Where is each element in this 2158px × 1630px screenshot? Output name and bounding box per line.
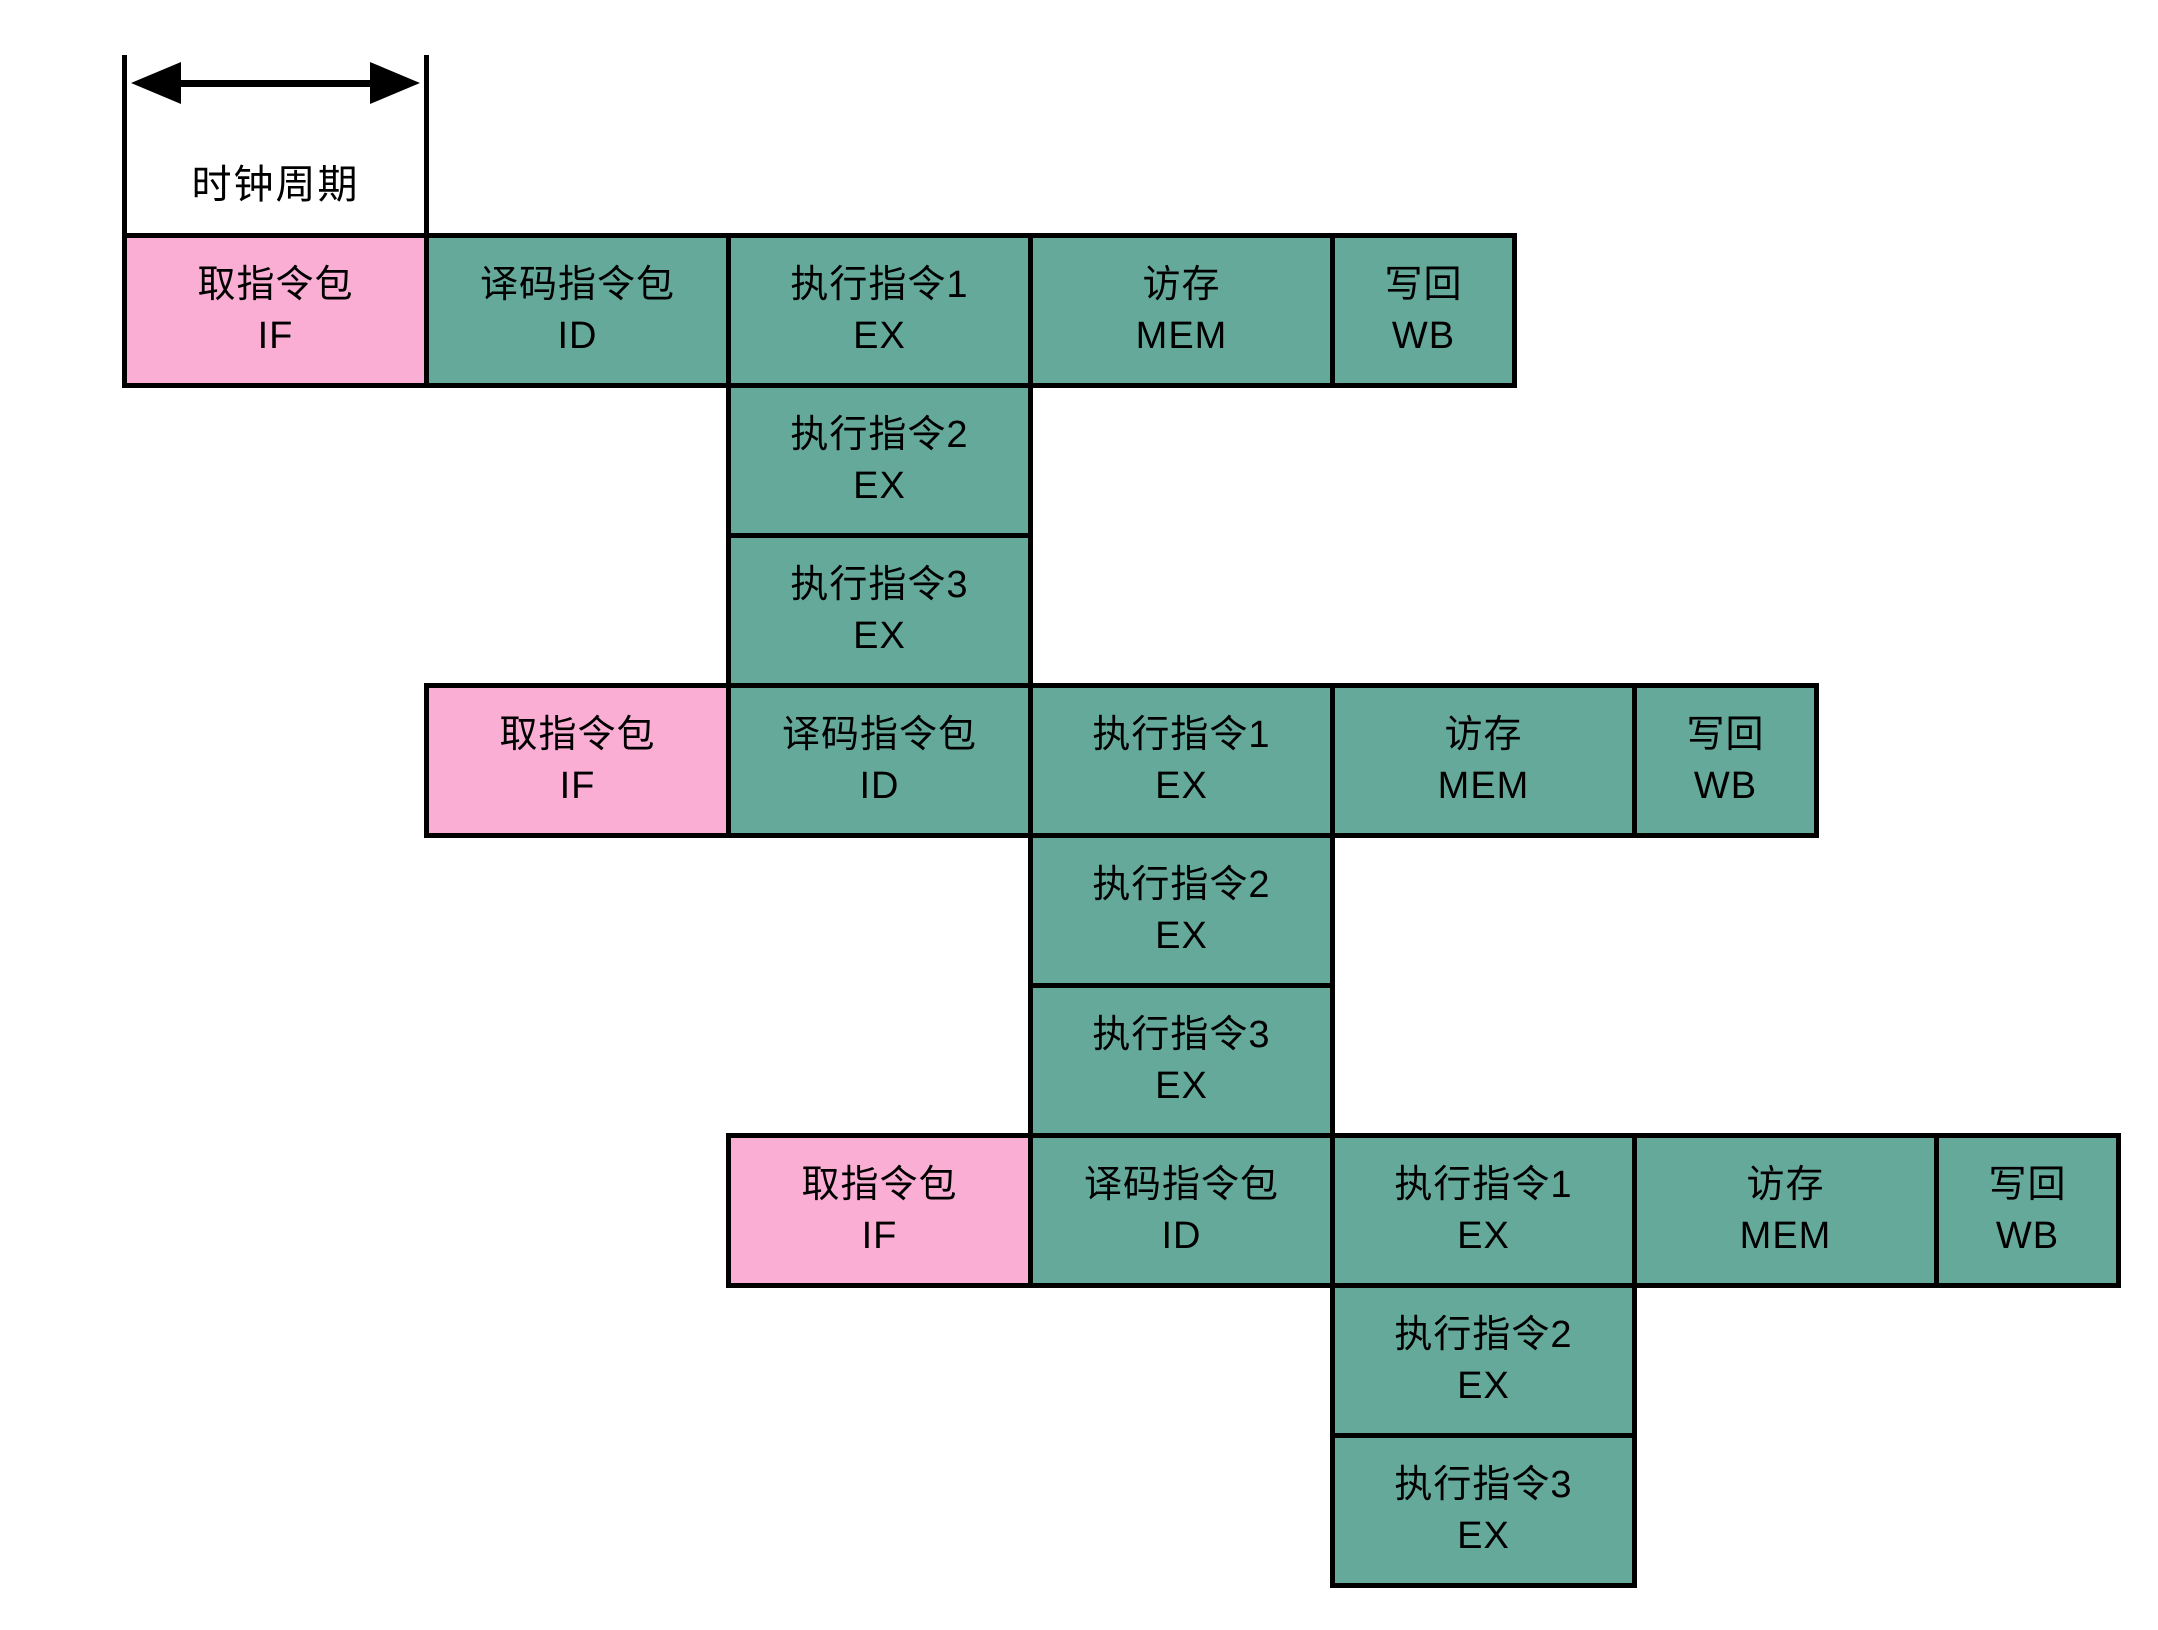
stage-code: EX [853, 314, 906, 357]
stage-code: EX [1457, 1214, 1510, 1257]
stage-code: EX [1155, 764, 1208, 807]
stage-label: 执行指令3 [1092, 1014, 1271, 1057]
stage-code: EX [1155, 1064, 1208, 1107]
packet-2-wb-cell: 写回 WB [1632, 683, 1819, 838]
stage-label: 执行指令1 [1092, 714, 1271, 757]
stage-code: EX [1457, 1514, 1510, 1557]
stage-code: IF [257, 314, 294, 357]
packet-2-mem-cell: 访存 MEM [1330, 683, 1637, 838]
stage-label: 写回 [1988, 1164, 2067, 1207]
packet-2-if-cell: 取指令包 IF [424, 683, 731, 838]
stage-label: 写回 [1686, 714, 1765, 757]
stage-label: 执行指令3 [1394, 1464, 1573, 1507]
stage-code: IF [559, 764, 596, 807]
packet-3-id-cell: 译码指令包 ID [1028, 1133, 1335, 1288]
packet-1-ex3-cell: 执行指令3 EX [726, 533, 1033, 688]
arrow-right-icon [370, 62, 420, 104]
stage-code: MEM [1135, 314, 1228, 357]
stage-code: EX [853, 614, 906, 657]
stage-label: 取指令包 [801, 1164, 958, 1207]
packet-2-ex2-cell: 执行指令2 EX [1028, 833, 1335, 988]
stage-label: 译码指令包 [1083, 1164, 1279, 1207]
stage-label: 译码指令包 [781, 714, 977, 757]
stage-code: ID [557, 314, 598, 357]
clock-cycle-label: 时钟周期 [191, 163, 360, 207]
stage-code: EX [1155, 914, 1208, 957]
stage-code: ID [859, 764, 900, 807]
packet-1-wb-cell: 写回 WB [1330, 233, 1517, 388]
stage-code: MEM [1437, 764, 1530, 807]
stage-code: WB [1391, 314, 1456, 357]
stage-label: 写回 [1384, 264, 1463, 307]
stage-code: WB [1693, 764, 1758, 807]
packet-3-ex1-cell: 执行指令1 EX [1330, 1133, 1637, 1288]
stage-label: 执行指令2 [1394, 1314, 1573, 1357]
stage-code: WB [1995, 1214, 2060, 1257]
stage-label: 执行指令3 [790, 564, 969, 607]
clock-tick-left-line [122, 55, 127, 238]
packet-2-id-cell: 译码指令包 ID [726, 683, 1033, 838]
packet-2-ex1-cell: 执行指令1 EX [1028, 683, 1335, 838]
stage-code: IF [861, 1214, 898, 1257]
stage-label: 访存 [1142, 264, 1221, 307]
packet-1-ex1-cell: 执行指令1 EX [726, 233, 1033, 388]
packet-1-ex2-cell: 执行指令2 EX [726, 383, 1033, 538]
stage-label: 译码指令包 [479, 264, 675, 307]
arrow-left-icon [131, 62, 181, 104]
stage-label: 执行指令1 [1394, 1164, 1573, 1207]
stage-label: 执行指令2 [1092, 864, 1271, 907]
stage-code: MEM [1739, 1214, 1832, 1257]
stage-label: 取指令包 [499, 714, 656, 757]
stage-label: 执行指令2 [790, 414, 969, 457]
stage-code: ID [1161, 1214, 1202, 1257]
packet-1-id-cell: 译码指令包 ID [424, 233, 731, 388]
packet-3-mem-cell: 访存 MEM [1632, 1133, 1939, 1288]
packet-1-if-cell: 取指令包 IF [122, 233, 429, 388]
packet-2-ex3-cell: 执行指令3 EX [1028, 983, 1335, 1138]
clock-tick-right-line [424, 55, 429, 238]
stage-label: 访存 [1444, 714, 1523, 757]
stage-label: 取指令包 [197, 264, 354, 307]
stage-label: 执行指令1 [790, 264, 969, 307]
packet-3-if-cell: 取指令包 IF [726, 1133, 1033, 1288]
packet-3-wb-cell: 写回 WB [1934, 1133, 2121, 1288]
clock-cycle-double-arrow-icon [150, 80, 401, 87]
stage-code: EX [1457, 1364, 1510, 1407]
stage-label: 访存 [1746, 1164, 1825, 1207]
stage-code: EX [853, 464, 906, 507]
packet-3-ex2-cell: 执行指令2 EX [1330, 1283, 1637, 1438]
packet-1-mem-cell: 访存 MEM [1028, 233, 1335, 388]
packet-3-ex3-cell: 执行指令3 EX [1330, 1433, 1637, 1588]
